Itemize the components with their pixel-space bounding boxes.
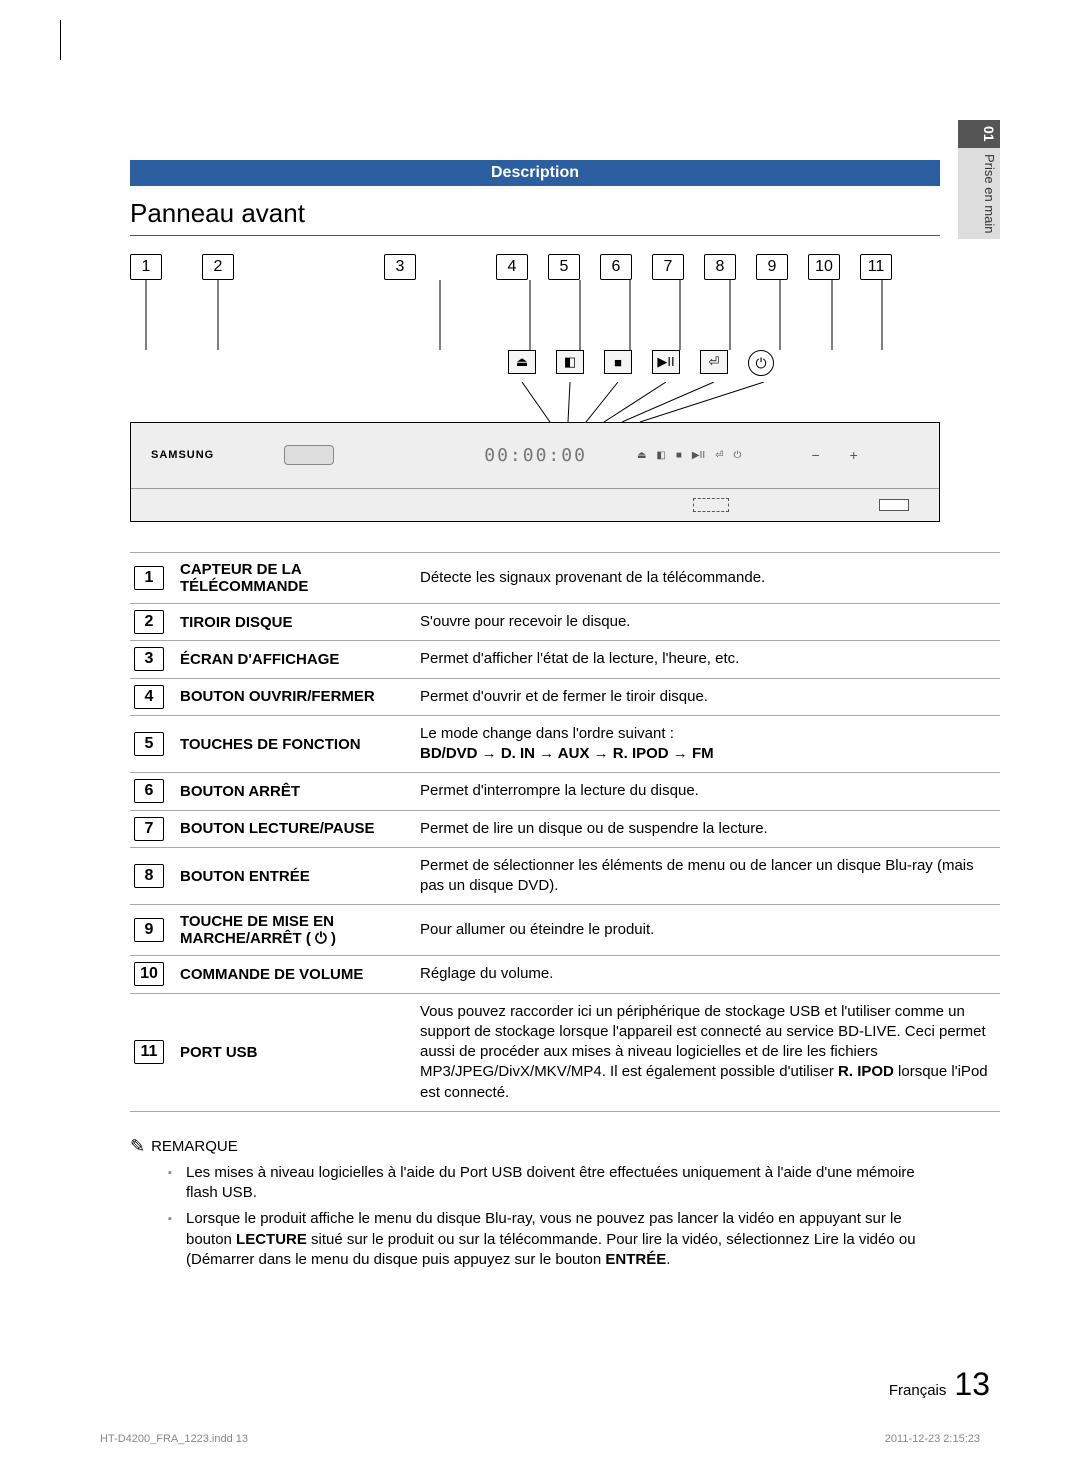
ipod-port <box>693 498 729 512</box>
callout-9: 9 <box>756 254 788 280</box>
row-name: TOUCHE DE MISE EN MARCHE/ARRÊT ( ⏻ ) <box>170 905 410 956</box>
stop-icon: ■ <box>604 350 632 374</box>
row-desc: Permet d'interrompre la lecture du disqu… <box>410 773 1000 810</box>
row-desc: Permet d'afficher l'état de la lecture, … <box>410 641 1000 678</box>
side-tab-number: 01 <box>958 120 1000 148</box>
vol-minus: − <box>811 447 819 463</box>
device-body: SAMSUNG 00:00:00 ⏏ ◧ ■ ▶II ⏎ ⏻ − + <box>130 422 940 522</box>
row-number: 5 <box>134 732 164 756</box>
callout-11: 11 <box>860 254 892 280</box>
row-desc: Permet d'ouvrir et de fermer le tiroir d… <box>410 678 1000 715</box>
row-name: ÉCRAN D'AFFICHAGE <box>170 641 410 678</box>
row-name: BOUTON ENTRÉE <box>170 847 410 905</box>
table-row: 1CAPTEUR DE LA TÉLÉCOMMANDEDétecte les s… <box>130 553 1000 604</box>
footer-page-number: 13 <box>954 1366 990 1403</box>
panel-small-icons: ⏏ ◧ ■ ▶II ⏎ ⏻ <box>637 450 742 461</box>
row-name: TOUCHES DE FONCTION <box>170 715 410 773</box>
row-number: 10 <box>134 962 164 986</box>
side-tab: 01 Prise en main <box>958 120 1000 239</box>
row-desc: Réglage du volume. <box>410 956 1000 993</box>
brand-logo: SAMSUNG <box>151 449 214 461</box>
table-row: 2TIROIR DISQUES'ouvre pour recevoir le d… <box>130 604 1000 641</box>
meta-footer: HT-D4200_FRA_1223.indd 13 2011-12-23 2:1… <box>100 1433 980 1445</box>
enter-icon: ⏎ <box>700 350 728 374</box>
row-name: COMMANDE DE VOLUME <box>170 956 410 993</box>
callout-1: 1 <box>130 254 162 280</box>
small-play-icon: ▶II <box>692 450 705 461</box>
row-desc: Vous pouvez raccorder ici un périphériqu… <box>410 993 1000 1111</box>
callout-10: 10 <box>808 254 840 280</box>
row-name: BOUTON OUVRIR/FERMER <box>170 678 410 715</box>
row-number: 11 <box>134 1040 164 1064</box>
row-desc: Permet de sélectionner les éléments de m… <box>410 847 1000 905</box>
row-name: BOUTON LECTURE/PAUSE <box>170 810 410 847</box>
row-number: 3 <box>134 647 164 671</box>
callout-3: 3 <box>384 254 416 280</box>
row-name: PORT USB <box>170 993 410 1111</box>
icon-leader-lines <box>130 382 890 422</box>
side-tab-title: Prise en main <box>958 148 1000 239</box>
description-header: Description <box>130 160 940 186</box>
callout-2: 2 <box>202 254 234 280</box>
leader-lines <box>130 280 890 350</box>
footer-file: HT-D4200_FRA_1223.indd 13 <box>100 1433 248 1445</box>
play-pause-icon: ▶II <box>652 350 680 374</box>
table-row: 6BOUTON ARRÊTPermet d'interrompre la lec… <box>130 773 1000 810</box>
callout-8: 8 <box>704 254 736 280</box>
vol-plus: + <box>850 447 858 463</box>
footer-lang: Français <box>889 1382 947 1399</box>
crop-mark <box>60 20 61 60</box>
usb-port <box>879 499 909 511</box>
callout-5: 5 <box>548 254 580 280</box>
front-panel-diagram: 1 2 3 4 5 6 7 8 9 10 11 ⏏ ◧ ■ ▶II <box>130 254 940 522</box>
remark-item-2: Lorsque le produit affiche le menu du di… <box>168 1209 940 1270</box>
small-stop-icon: ■ <box>676 450 682 461</box>
row-number: 6 <box>134 779 164 803</box>
small-eject-icon: ⏏ <box>637 450 646 461</box>
row-desc: Pour allumer ou éteindre le produit. <box>410 905 1000 956</box>
row-desc: Détecte les signaux provenant de la télé… <box>410 553 1000 604</box>
volume-control: − + <box>811 447 857 463</box>
table-row: 8BOUTON ENTRÉEPermet de sélectionner les… <box>130 847 1000 905</box>
table-row: 7BOUTON LECTURE/PAUSEPermet de lire un d… <box>130 810 1000 847</box>
row-name: BOUTON ARRÊT <box>170 773 410 810</box>
feature-table: 1CAPTEUR DE LA TÉLÉCOMMANDEDétecte les s… <box>130 552 1000 1112</box>
row-number: 2 <box>134 610 164 634</box>
row-name: CAPTEUR DE LA TÉLÉCOMMANDE <box>170 553 410 604</box>
row-number: 4 <box>134 685 164 709</box>
table-row: 11PORT USBVous pouvez raccorder ici un p… <box>130 993 1000 1111</box>
row-number: 1 <box>134 566 164 590</box>
display-window: 00:00:00 <box>484 445 587 466</box>
remark-item-1: Les mises à niveau logicielles à l'aide … <box>168 1163 940 1204</box>
bluray-logo <box>284 445 334 465</box>
panel-title: Panneau avant <box>130 198 940 236</box>
row-number: 8 <box>134 864 164 888</box>
small-func-icon: ◧ <box>656 450 665 461</box>
row-name: TIROIR DISQUE <box>170 604 410 641</box>
row-desc: Permet de lire un disque ou de suspendre… <box>410 810 1000 847</box>
table-row: 3ÉCRAN D'AFFICHAGEPermet d'afficher l'ét… <box>130 641 1000 678</box>
remark-label: REMARQUE <box>151 1138 238 1155</box>
remark-heading: ✎ REMARQUE <box>130 1136 940 1157</box>
callout-4: 4 <box>496 254 528 280</box>
table-row: 10COMMANDE DE VOLUMERéglage du volume. <box>130 956 1000 993</box>
function-icon: ◧ <box>556 350 584 374</box>
eject-icon: ⏏ <box>508 350 536 374</box>
remark-icon: ✎ <box>130 1136 145 1157</box>
small-enter-icon: ⏎ <box>715 450 723 461</box>
row-desc: Le mode change dans l'ordre suivant :BD/… <box>410 715 1000 773</box>
page-footer: Français 13 <box>889 1366 990 1403</box>
power-icon: ⏻ <box>748 350 774 376</box>
row-number: 9 <box>134 918 164 942</box>
footer-timestamp: 2011-12-23 2:15:23 <box>885 1433 980 1445</box>
row-number: 7 <box>134 817 164 841</box>
table-row: 9TOUCHE DE MISE EN MARCHE/ARRÊT ( ⏻ )Pou… <box>130 905 1000 956</box>
small-power-icon: ⏻ <box>734 450 742 461</box>
remark-list: Les mises à niveau logicielles à l'aide … <box>168 1163 940 1270</box>
table-row: 5TOUCHES DE FONCTIONLe mode change dans … <box>130 715 1000 773</box>
callout-7: 7 <box>652 254 684 280</box>
table-row: 4BOUTON OUVRIR/FERMERPermet d'ouvrir et … <box>130 678 1000 715</box>
row-desc: S'ouvre pour recevoir le disque. <box>410 604 1000 641</box>
callout-6: 6 <box>600 254 632 280</box>
